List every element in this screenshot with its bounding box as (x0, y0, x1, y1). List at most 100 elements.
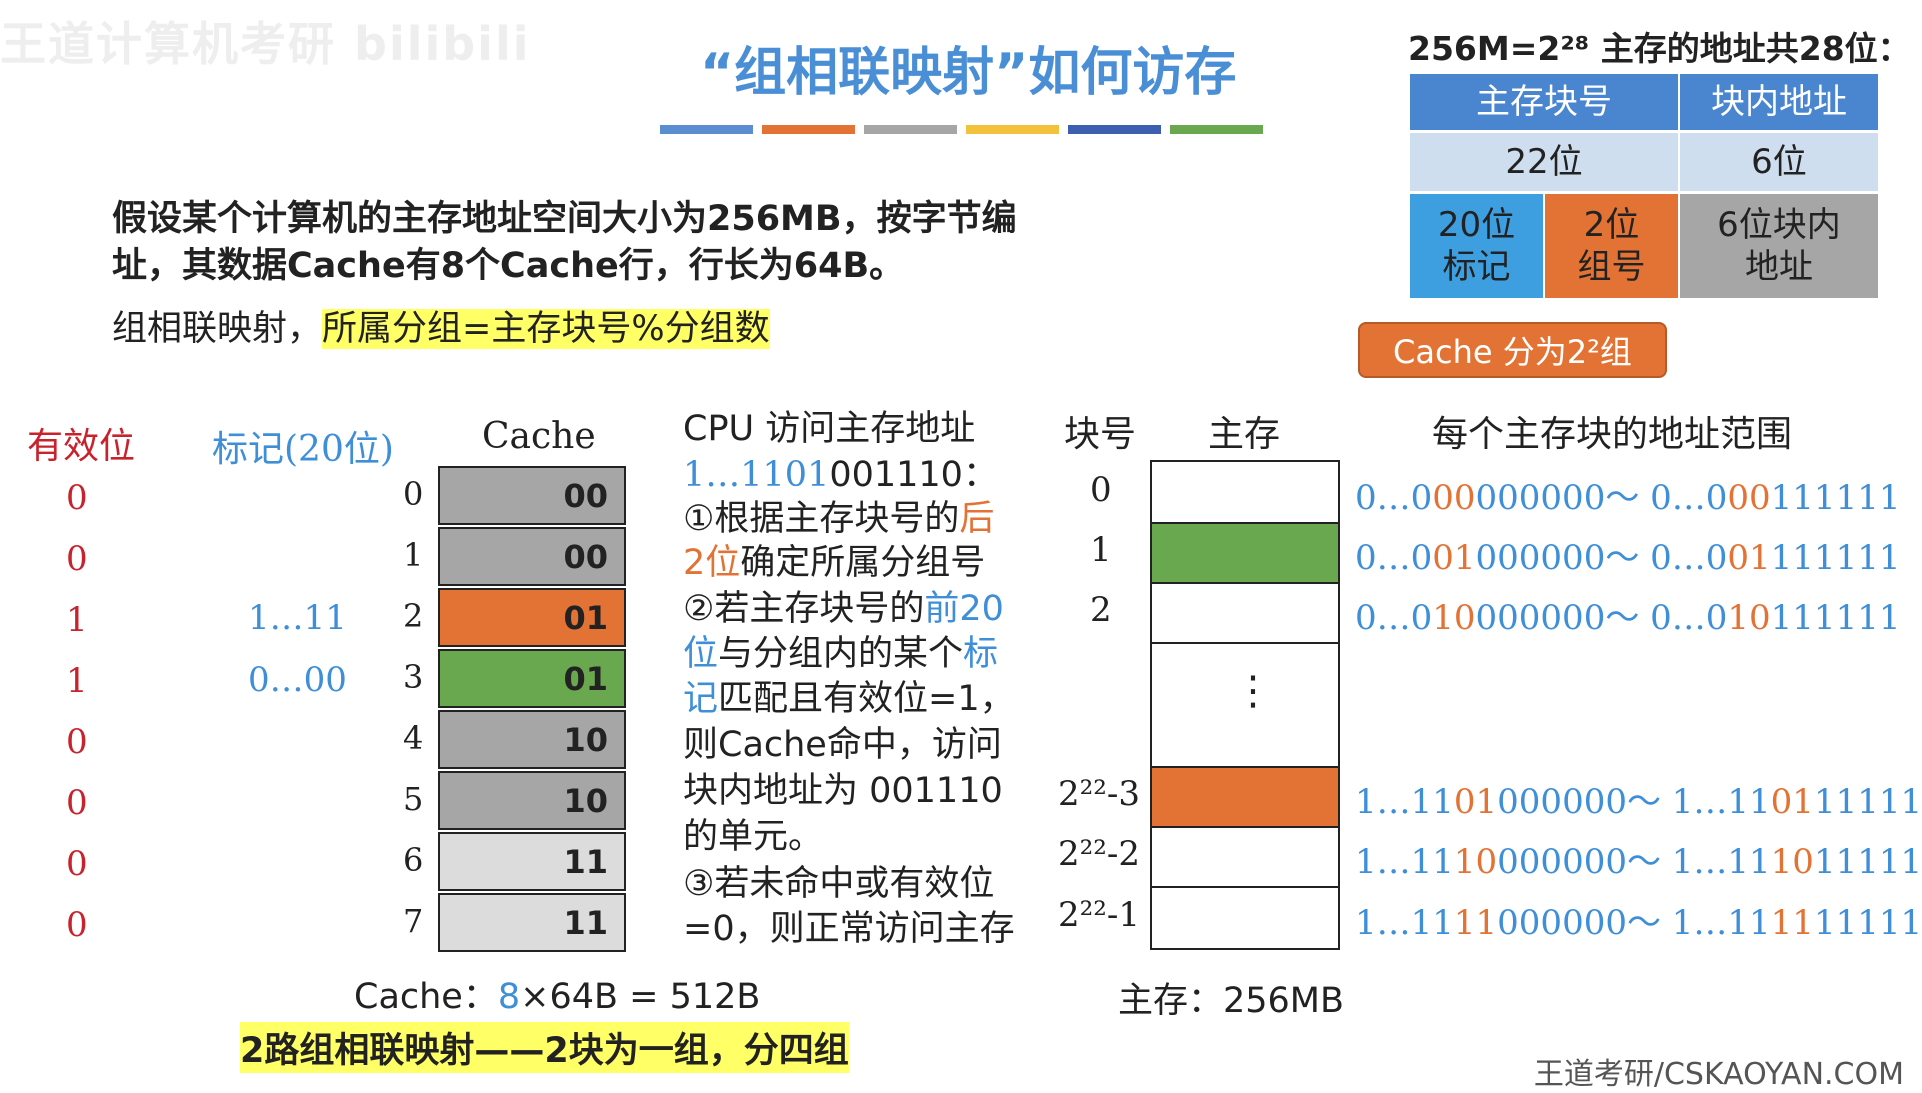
step-address-block: 1…1101 (683, 455, 830, 495)
address-title: 256M=2²⁸ 主存的地址共28位： (1408, 29, 1911, 68)
step-2-line-2: 位与分组内的某个标 (683, 625, 998, 676)
cache-row-index: 0 (403, 475, 424, 513)
step-text: ②若主存块号的 (683, 589, 925, 629)
range-text: 000000～ 0…0 (1475, 538, 1728, 578)
range-text: 000000～ 1…11 (1497, 842, 1771, 882)
range-group: 01 (1770, 782, 1814, 822)
step-text: ①根据主存块号的 (683, 499, 960, 539)
title-stripe (762, 125, 855, 134)
memory-block (1150, 460, 1340, 524)
range-group: 10 (1432, 598, 1476, 638)
step-text: 2位 (683, 543, 741, 583)
step-text: 前20 (924, 589, 1004, 629)
step-1-line-1: ①根据主存块号的后 (683, 490, 994, 541)
cache-row-index: 3 (403, 658, 424, 696)
range-text: 000000～ 1…11 (1497, 782, 1771, 822)
mapping-rule-highlight: 所属分组=主存块号%分组数 (322, 309, 770, 349)
cache-row-index: 4 (403, 719, 424, 757)
address-tag-bits: 20位 标记 (1410, 194, 1543, 298)
cache-size: Cache：8×64B = 512B (354, 968, 760, 1019)
range-group: 01 (1453, 782, 1498, 822)
address-range: 0…000000000～ 0…000111111 (1355, 470, 1900, 519)
cache-row-index: 7 (403, 902, 424, 940)
valid-bit: 0 (66, 478, 88, 518)
step-address-colon: ： (962, 455, 998, 495)
memory-block (1150, 582, 1340, 644)
cache-row-index: 6 (403, 841, 424, 879)
cache-tag: 1…11 (248, 598, 347, 638)
step-3-line-1: ③若未命中或有效位 (683, 864, 995, 904)
block-number: 1 (1090, 530, 1112, 570)
address-range-header: 每个主存块的地址范围 (1432, 414, 1793, 455)
address-range: 0…001000000～ 0…001111111 (1355, 530, 1900, 579)
brand-label: 王道考研/CSKAOYAN.COM (1533, 1057, 1904, 1092)
valid-bit: 1 (66, 661, 88, 701)
range-group: 10 (1770, 842, 1814, 882)
cache-row-index: 1 (403, 536, 424, 574)
range-text: 111111 (1813, 903, 1922, 943)
range-text: 111111 (1813, 782, 1922, 822)
valid-bit: 1 (66, 600, 88, 640)
cache-line: 00 (438, 466, 626, 525)
range-text: 000000～ 0…0 (1475, 598, 1728, 638)
range-text: 111111 (1813, 842, 1922, 882)
range-text: 000000～ 0…0 (1475, 478, 1728, 518)
address-head-block: 主存块号 (1410, 74, 1678, 130)
step-text: 匹配且有效位=1， (718, 679, 1015, 719)
intro-line-1: 假设某个计算机的主存地址空间大小为256MB，按字节编 (112, 199, 1017, 239)
block-number: 2²²-2 (1058, 834, 1141, 874)
block-number-header: 块号 (1064, 414, 1137, 455)
range-group: 01 (1432, 538, 1476, 578)
step-2-line-4: 则Cache命中，访问 (683, 725, 1002, 765)
step-text: 位 (683, 634, 719, 674)
cache-groups-callout: Cache 分为2²组 (1358, 322, 1667, 378)
step-text: 确定所属分组号 (740, 543, 986, 583)
footer-note: 2路组相联映射——2块为一组，分四组 (240, 1022, 849, 1073)
range-group: 00 (1432, 478, 1476, 518)
range-text: 0…0 (1355, 538, 1433, 578)
range-text: 1…11 (1355, 903, 1454, 943)
cache-line: 11 (438, 893, 626, 952)
range-text: 0…0 (1355, 598, 1433, 638)
range-group: 00 (1727, 478, 1771, 518)
valid-bit: 0 (66, 844, 88, 884)
step-2-line-5: 块内地址为 001110 (683, 771, 1003, 811)
address-group-bits: 2位 组号 (1545, 194, 1678, 298)
step-text: 记 (683, 679, 719, 719)
step-intro: CPU 访问主存地址 (683, 409, 976, 449)
valid-bit-header: 有效位 (27, 426, 136, 467)
main-memory-header: 主存 (1208, 414, 1281, 455)
range-group: 11 (1453, 903, 1498, 943)
address-range: 1…1111000000～ 1…1111111111 (1355, 895, 1922, 944)
memory-block (1150, 522, 1340, 584)
cache-line: 01 (438, 649, 626, 708)
valid-bit: 0 (66, 539, 88, 579)
cache-line: 11 (438, 832, 626, 891)
cache-size-prefix: Cache： (354, 977, 498, 1017)
tag-header: 标记(20位) (212, 429, 394, 470)
range-group: 01 (1727, 538, 1771, 578)
range-group: 10 (1453, 842, 1498, 882)
memory-block (1150, 826, 1340, 888)
block-number: 2²²-3 (1058, 774, 1141, 814)
step-address-offset: 001110 (829, 455, 963, 495)
cache-tag: 0…00 (248, 660, 347, 700)
cache-line: 10 (438, 710, 626, 769)
page-title: “组相联映射”如何访存 (700, 43, 1237, 103)
mapping-rule-prefix: 组相联映射， (112, 309, 323, 349)
mapping-rule: 组相联映射，所属分组=主存块号%分组数 (112, 300, 770, 351)
valid-bit: 0 (66, 905, 88, 945)
step-1-line-2: 2位确定所属分组号 (683, 534, 985, 585)
title-stripe (864, 125, 957, 134)
address-head-offset: 块内地址 (1680, 74, 1878, 130)
cache-line: 01 (438, 588, 626, 647)
memory-size: 主存：256MB (1118, 981, 1345, 1021)
valid-bit: 0 (66, 722, 88, 762)
cache-line: 10 (438, 771, 626, 830)
memory-ellipsis: ⋮ (1233, 668, 1273, 714)
valid-bit: 0 (66, 783, 88, 823)
cache-row-index: 5 (403, 780, 424, 818)
address-offset-bits: 6位块内 地址 (1680, 194, 1878, 298)
cache-size-rest: ×64B = 512B (520, 977, 761, 1017)
